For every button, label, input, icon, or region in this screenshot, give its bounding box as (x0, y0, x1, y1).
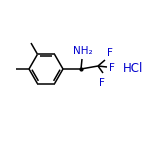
Text: NH₂: NH₂ (73, 46, 93, 56)
Text: F: F (107, 48, 113, 58)
Text: HCl: HCl (123, 62, 143, 76)
Text: F: F (109, 63, 115, 73)
Text: F: F (99, 78, 105, 88)
